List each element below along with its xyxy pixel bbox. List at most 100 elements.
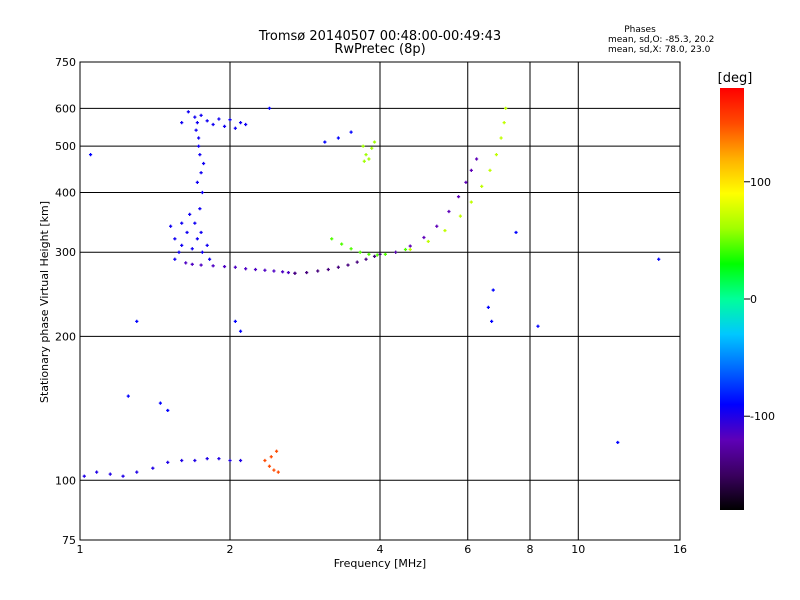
data-point (383, 252, 387, 256)
data-point (222, 264, 227, 269)
data-point (336, 265, 340, 269)
data-point (263, 268, 267, 272)
data-point (340, 242, 344, 246)
data-point (193, 458, 197, 463)
data-point (185, 230, 189, 235)
data-point (480, 184, 484, 188)
data-point (469, 200, 473, 204)
y-tick-label: 500 (55, 140, 76, 153)
data-point (200, 190, 204, 195)
data-point (514, 230, 518, 235)
data-point (82, 474, 86, 478)
data-point (488, 168, 492, 172)
data-point (126, 394, 130, 398)
data-point (367, 252, 371, 256)
data-point (205, 243, 209, 248)
data-point (272, 269, 276, 273)
y-tick-label: 300 (55, 246, 76, 259)
data-point (233, 265, 237, 269)
x-tick-label: 10 (571, 543, 585, 556)
data-point (274, 449, 279, 453)
y-tick-label: 600 (55, 102, 76, 115)
data-point (364, 153, 368, 157)
data-point (486, 305, 490, 309)
data-points (82, 106, 661, 478)
data-point (195, 121, 199, 125)
data-point (190, 247, 194, 251)
data-point (199, 113, 203, 117)
x-tick-label: 4 (377, 543, 384, 556)
data-point (394, 250, 398, 254)
data-point (323, 140, 327, 144)
data-point (121, 474, 125, 478)
data-point (364, 257, 368, 261)
colorbar (720, 88, 744, 510)
data-point (238, 329, 243, 333)
data-point (193, 221, 197, 225)
data-point (244, 267, 248, 271)
data-point (166, 408, 170, 413)
data-point (349, 247, 353, 251)
data-point (180, 458, 184, 463)
data-point (173, 257, 177, 261)
data-point (336, 136, 340, 140)
chart-subtitle: RwPretec (8p) (334, 42, 425, 57)
data-point (426, 239, 430, 244)
data-point (201, 161, 206, 166)
data-point (184, 261, 188, 265)
data-point (293, 271, 297, 275)
data-point (263, 458, 267, 463)
data-point (370, 146, 374, 150)
data-point (180, 221, 184, 225)
plot-frame (79, 61, 681, 541)
data-point (169, 224, 173, 228)
x-axis-label: Frequency [MHz] (334, 557, 426, 570)
data-point (222, 124, 227, 128)
data-point (233, 126, 237, 130)
y-axis: 75 100 200 300 400 500 600 750 (55, 56, 76, 547)
data-point (536, 324, 540, 328)
x-tick-label: 6 (464, 543, 471, 556)
data-point (217, 457, 221, 461)
data-point (657, 257, 661, 261)
data-point (180, 121, 184, 125)
data-point (199, 263, 203, 267)
data-point (135, 470, 139, 474)
y-axis-label: Stationary phase Virtual Height [km] (38, 201, 51, 403)
data-point (494, 153, 499, 157)
data-point (316, 269, 320, 273)
colorbar-tick-label: 0 (750, 293, 757, 306)
data-point (305, 270, 309, 275)
data-point (349, 130, 353, 134)
data-point (177, 250, 181, 254)
data-point (474, 157, 479, 161)
data-point (211, 122, 215, 127)
data-point (458, 214, 463, 218)
data-point (211, 264, 215, 268)
colorbar-tick-label: -100 (750, 410, 775, 423)
data-point (199, 230, 203, 235)
data-point (200, 250, 204, 254)
grid (80, 62, 680, 540)
data-point (286, 270, 291, 275)
stats-o: mean, sd,O: -85.3, 20.2 (608, 35, 714, 45)
x-tick-label: 1 (77, 543, 84, 556)
data-point (233, 319, 237, 323)
colorbar-label: [deg] (718, 71, 753, 86)
stats-x: mean, sd,X: 78.0, 23.0 (608, 45, 711, 55)
data-point (269, 455, 273, 459)
colorbar-ticks: 100 0 -100 (744, 176, 775, 423)
data-point (355, 260, 359, 264)
data-point (195, 180, 199, 184)
data-point (198, 153, 202, 157)
data-point (188, 212, 192, 216)
data-point (464, 180, 468, 184)
data-point (443, 228, 447, 233)
data-point (378, 252, 382, 256)
data-point (194, 128, 198, 132)
data-point (616, 440, 620, 445)
data-point (435, 224, 439, 228)
data-point (403, 247, 408, 252)
data-point (199, 171, 203, 175)
data-point (326, 267, 330, 272)
